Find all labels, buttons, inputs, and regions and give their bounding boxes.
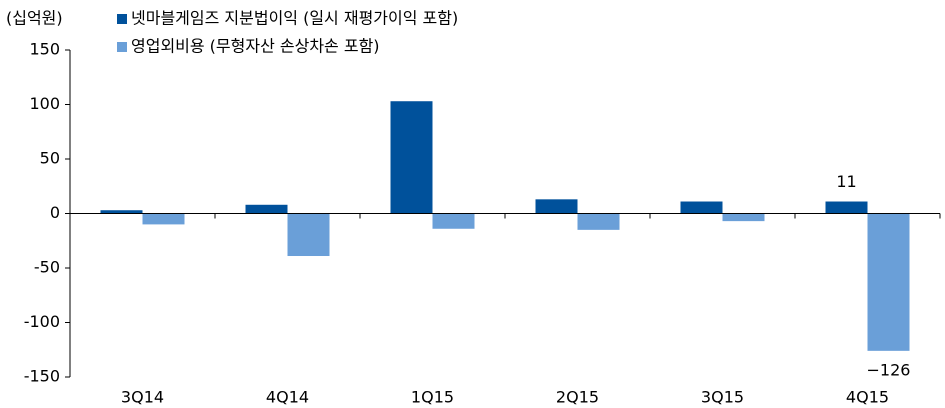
x-tick-label: 1Q15: [411, 388, 454, 407]
bar: [245, 204, 288, 214]
bar: [577, 213, 620, 230]
legend-label: 영업외비용 (무형자산 손상차손 포함): [131, 37, 380, 56]
y-tick-label: 150: [29, 40, 60, 59]
bar: [432, 213, 475, 229]
bar: [390, 101, 433, 214]
bar: [100, 210, 143, 214]
x-tick-label: 3Q14: [121, 388, 164, 407]
bar: [287, 213, 330, 257]
y-tick-label: -100: [24, 312, 60, 331]
y-axis-label: (십억원): [6, 9, 63, 28]
legend-label: 넷마블게임즈 지분법이익 (일시 재평가이익 포함): [131, 9, 458, 28]
bar: [680, 201, 723, 214]
legend-swatch: [117, 14, 127, 24]
bar: [825, 201, 868, 214]
bar: [142, 213, 185, 225]
y-tick-label: -150: [24, 367, 60, 386]
data-label: −126: [867, 360, 911, 379]
x-tick-label: 4Q15: [846, 388, 889, 407]
x-tick-label: 2Q15: [556, 388, 599, 407]
y-tick-label: 50: [40, 149, 60, 168]
y-tick-label: 0: [50, 203, 60, 222]
x-tick-label: 4Q14: [266, 388, 309, 407]
legend-swatch: [117, 42, 127, 52]
x-tick-label: 3Q15: [701, 388, 744, 407]
data-label: 11: [836, 172, 856, 191]
bar: [722, 213, 765, 222]
y-tick-label: 100: [29, 94, 60, 113]
y-tick-label: -50: [34, 258, 60, 277]
bar: [535, 199, 578, 214]
bar: [867, 213, 910, 351]
